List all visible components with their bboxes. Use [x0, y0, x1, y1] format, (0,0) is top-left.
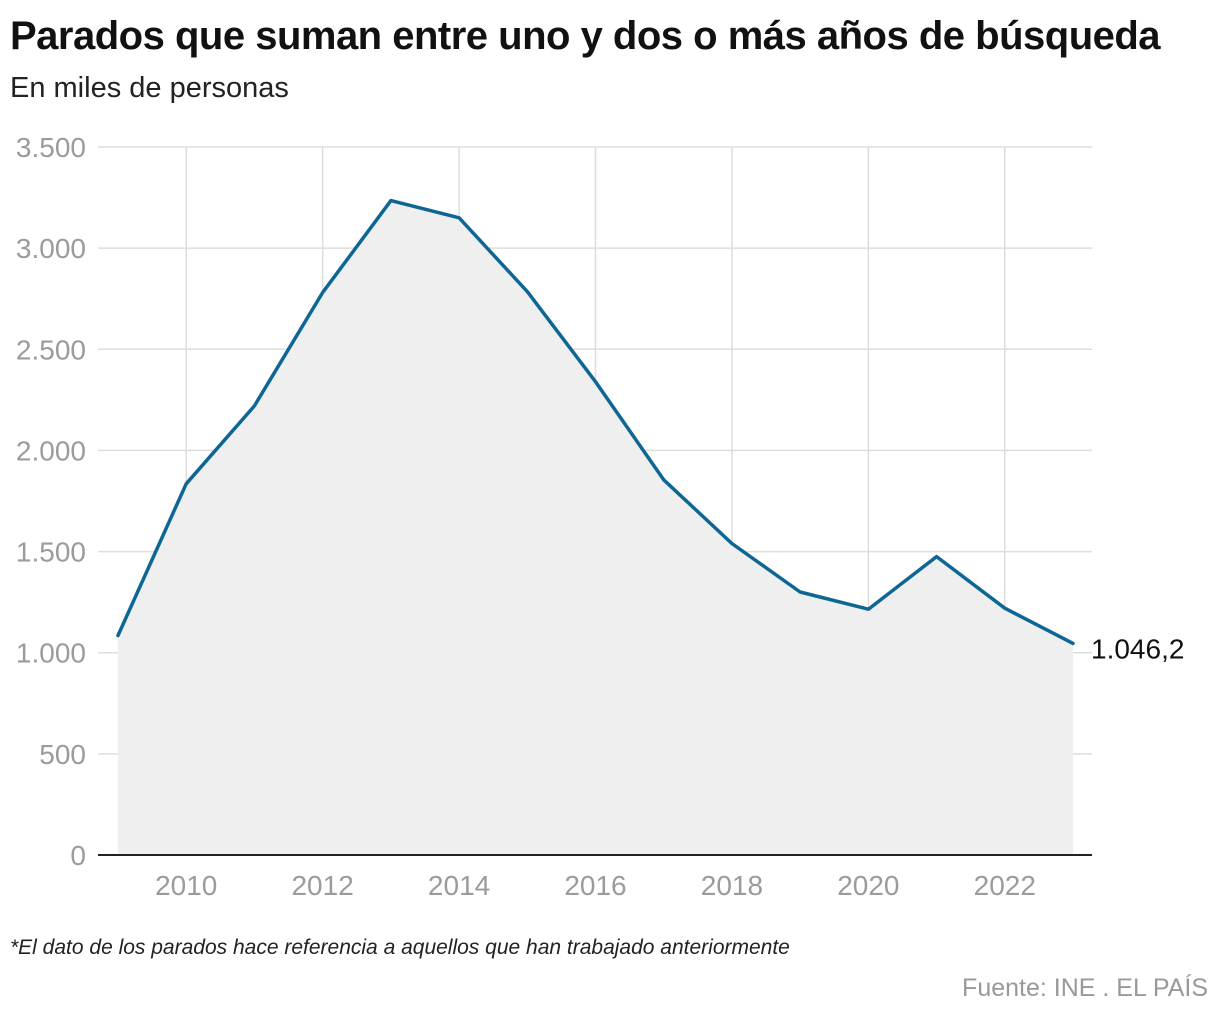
x-tick-label: 2014 [428, 870, 490, 901]
footnote: *El dato de los parados hace referencia … [10, 936, 790, 959]
y-axis-tick-labels: 0 500 1.000 1.500 2.000 2.500 3.000 3.500 [16, 132, 86, 871]
x-tick-label: 2010 [155, 870, 217, 901]
y-tick-label: 2.500 [16, 334, 86, 365]
series-line [116, 198, 1075, 646]
y-tick-label: 1.000 [16, 638, 86, 669]
annotations: 1.046,2 [1091, 633, 1184, 664]
y-tick-label: 500 [39, 739, 86, 770]
x-tick-label: 2020 [837, 870, 899, 901]
series-area [118, 200, 1073, 856]
end-value-label: 1.046,2 [1091, 633, 1184, 664]
chart-subtitle: En miles de personas [10, 72, 289, 104]
y-tick-label: 3.000 [16, 233, 86, 264]
y-tick-label: 2.000 [16, 435, 86, 466]
x-tick-label: 2018 [701, 870, 763, 901]
y-tick-label: 1.500 [16, 537, 86, 568]
y-tick-label: 3.500 [16, 132, 86, 163]
y-tick-label: 0 [70, 840, 86, 871]
x-axis-tick-labels: 2010 2012 2014 2016 2018 2020 2022 [155, 870, 1036, 901]
x-tick-label: 2012 [291, 870, 353, 901]
x-tick-label: 2022 [974, 870, 1036, 901]
source-credit: Fuente: INE . EL PAÍS [962, 974, 1208, 1002]
chart-title: Parados que suman entre uno y dos o más … [10, 14, 1161, 58]
x-tick-label: 2016 [564, 870, 626, 901]
